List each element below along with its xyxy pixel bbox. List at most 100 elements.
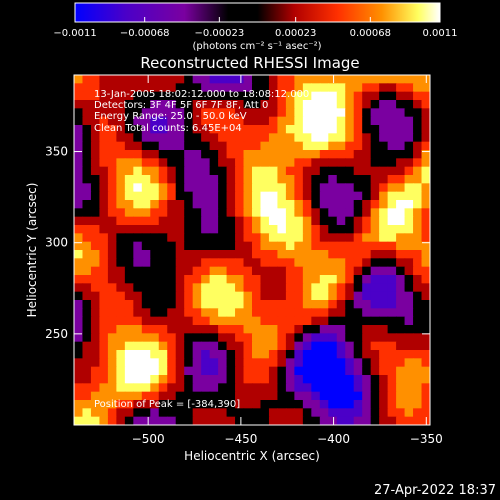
- heatmap-cell: [387, 208, 397, 218]
- heatmap-cell: [268, 341, 279, 351]
- heatmap-cell: [116, 241, 126, 251]
- heatmap-cell: [192, 300, 202, 309]
- heatmap-cell: [252, 166, 262, 176]
- heatmap-cell: [90, 366, 101, 376]
- heatmap-cell: [107, 341, 117, 351]
- heatmap-cell: [252, 150, 262, 159]
- heatmap-cell: [133, 241, 143, 251]
- heatmap-cell: [396, 375, 406, 384]
- heatmap-cell: [235, 250, 245, 259]
- heatmap-cell: [192, 183, 202, 193]
- heatmap-cell: [90, 83, 101, 93]
- heatmap-cell: [362, 191, 372, 201]
- heatmap-cell: [184, 183, 194, 193]
- heatmap-cell: [294, 83, 304, 93]
- heatmap-cell: [353, 391, 363, 401]
- heatmap-cell: [387, 325, 397, 334]
- heatmap-cell: [319, 391, 329, 401]
- heatmap-cell: [404, 366, 414, 376]
- heatmap-cell: [319, 400, 329, 409]
- heatmap-cell: [226, 100, 236, 109]
- heatmap-cell: [167, 100, 177, 109]
- heatmap-cell: [328, 141, 338, 151]
- heatmap-cell: [90, 258, 101, 268]
- heatmap-cell: [82, 200, 92, 209]
- heatmap-cell: [404, 141, 414, 151]
- heatmap-cell: [99, 391, 109, 401]
- heatmap-cell: [387, 391, 397, 401]
- heatmap-cell: [116, 358, 126, 368]
- heatmap-cell: [379, 241, 389, 251]
- heatmap-cell: [226, 416, 236, 425]
- heatmap-cell: [201, 225, 211, 234]
- heatmap-cell: [141, 83, 151, 93]
- plot-frame: [73, 74, 431, 426]
- heatmap-cell: [404, 216, 414, 226]
- heatmap-cell: [133, 358, 143, 368]
- heatmap-cell: [209, 400, 219, 409]
- heatmap-cell: [226, 291, 236, 301]
- heatmap-cell: [285, 291, 295, 301]
- heatmap-cell: [252, 383, 262, 393]
- heatmap-cell: [336, 108, 346, 118]
- heatmap-cell: [311, 125, 321, 134]
- heatmap-cell: [328, 200, 338, 209]
- heatmap-cell: [379, 408, 389, 418]
- heatmap-cell: [252, 341, 262, 351]
- heatmap-cell: [268, 316, 279, 326]
- heatmap-cell: [243, 275, 253, 284]
- heatmap-cell: [413, 375, 423, 384]
- heatmap-cell: [218, 141, 228, 151]
- heatmap-cell: [379, 75, 389, 84]
- heatmap-cell: [116, 375, 126, 384]
- heatmap-cell: [421, 333, 430, 343]
- heatmap-cell: [353, 216, 363, 226]
- heatmap-cell: [268, 158, 279, 168]
- heatmap-cell: [90, 191, 101, 201]
- heatmap-cell: [285, 408, 295, 418]
- heatmap-cell: [99, 375, 109, 384]
- heatmap-cell: [99, 350, 109, 359]
- heatmap-cell: [226, 383, 236, 393]
- y-axis-label: Heliocentric Y (arcsec): [25, 183, 39, 318]
- heatmap-cell: [175, 208, 185, 218]
- heatmap-cell: [226, 158, 236, 168]
- heatmap-cell: [268, 141, 279, 151]
- heatmap-cell: [107, 366, 117, 376]
- heatmap-cell: [175, 250, 185, 259]
- heatmap-cell: [260, 191, 270, 201]
- heatmap-cell: [141, 166, 151, 176]
- heatmap-cell: [184, 133, 194, 143]
- heatmap-cell: [379, 258, 389, 268]
- heatmap-cell: [277, 325, 287, 334]
- heatmap-cell: [421, 375, 430, 384]
- heatmap-cell: [192, 416, 202, 425]
- heatmap-cell: [201, 216, 211, 226]
- heatmap-cell: [370, 200, 380, 209]
- heatmap-cell: [158, 408, 168, 418]
- heatmap-cell: [370, 400, 380, 409]
- heatmap-cell: [285, 216, 295, 226]
- heatmap-cell: [175, 141, 185, 151]
- heatmap-cell: [133, 258, 143, 268]
- heatmap-cell: [319, 308, 329, 318]
- heatmap-cell: [167, 308, 177, 318]
- heatmap-cell: [124, 191, 134, 201]
- heatmap-cell: [336, 300, 346, 309]
- heatmap-cell: [99, 208, 109, 218]
- heatmap-cell: [124, 275, 134, 284]
- heatmap-cell: [252, 225, 262, 234]
- heatmap-cell: [404, 300, 414, 309]
- heatmap-cell: [209, 183, 219, 193]
- heatmap-cell: [277, 391, 287, 401]
- heatmap-cell: [285, 266, 295, 276]
- heatmap-cell: [277, 291, 287, 301]
- heatmap-cell: [158, 250, 168, 259]
- heatmap-cell: [370, 133, 380, 143]
- heatmap-cell: [311, 416, 321, 425]
- heatmap-cell: [82, 366, 92, 376]
- heatmap-cell: [285, 183, 295, 193]
- heatmap-cell: [158, 383, 168, 393]
- heatmap-cell: [319, 266, 329, 276]
- heatmap-cell: [209, 291, 219, 301]
